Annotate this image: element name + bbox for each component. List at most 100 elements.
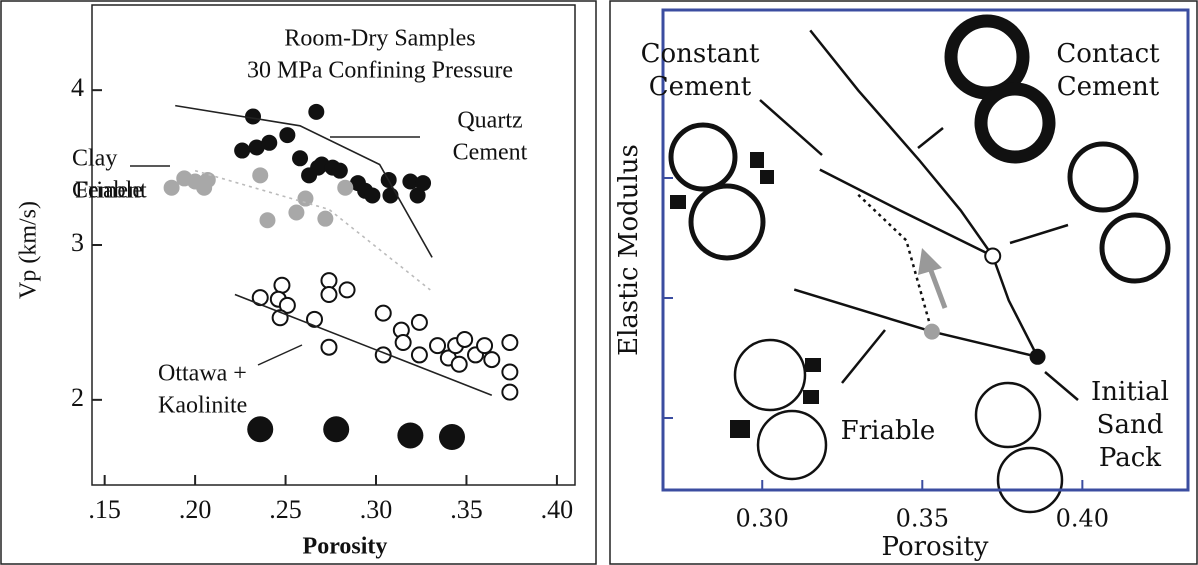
annotation: Initial bbox=[1091, 377, 1169, 407]
x-tick-label: .40 bbox=[541, 495, 574, 524]
x-tick-label: 0.35 bbox=[896, 505, 949, 533]
chart-panel: .15 .20 .25 .30 .35 .40 2 3 4 Porosity Vp (km/s) Ro… bbox=[16, 4, 576, 560]
chart-panel: 0.30 0.35 0.40 Porosity Elastic Modulus Const… bbox=[614, 8, 1190, 562]
plot-frame bbox=[661, 8, 1190, 492]
grain bbox=[756, 409, 828, 481]
y-axis-label: Vp (km/s) bbox=[16, 201, 42, 299]
annotation: Quartz bbox=[457, 108, 522, 134]
grain bbox=[996, 446, 1064, 514]
point bbox=[984, 247, 1002, 265]
point bbox=[320, 286, 338, 304]
x-tick-label: .25 bbox=[269, 495, 302, 524]
annotation: Constant bbox=[641, 39, 760, 69]
point bbox=[410, 313, 428, 331]
point bbox=[234, 142, 251, 159]
point bbox=[306, 310, 324, 328]
arrow-shaft bbox=[927, 267, 948, 309]
x-axis-label: Porosity bbox=[882, 532, 989, 562]
left-panel-frame bbox=[0, 0, 597, 565]
point bbox=[245, 108, 261, 125]
grain bbox=[974, 82, 1056, 164]
point bbox=[429, 337, 447, 355]
point bbox=[338, 281, 356, 299]
point bbox=[247, 416, 274, 443]
x-tick-label: .15 bbox=[88, 495, 121, 524]
curve bbox=[857, 193, 934, 332]
point bbox=[456, 330, 474, 348]
curve bbox=[809, 29, 1039, 358]
point bbox=[415, 175, 432, 192]
point bbox=[397, 422, 424, 449]
leader bbox=[1044, 371, 1079, 401]
point bbox=[410, 346, 428, 364]
annotation: 30 MPa Confining Pressure bbox=[247, 58, 513, 84]
curve bbox=[234, 293, 493, 396]
curve bbox=[819, 168, 994, 258]
point bbox=[320, 272, 338, 290]
grain bbox=[668, 122, 738, 192]
left-decor bbox=[130, 136, 420, 366]
x-tick-label: 0.40 bbox=[1056, 505, 1109, 533]
point bbox=[450, 355, 468, 373]
point bbox=[301, 167, 318, 184]
curve bbox=[175, 104, 433, 258]
point bbox=[501, 383, 519, 401]
leaders bbox=[759, 99, 1079, 401]
cement-blobs bbox=[670, 152, 821, 438]
annotation: Friable bbox=[75, 178, 143, 204]
point bbox=[252, 167, 269, 184]
point bbox=[288, 204, 305, 221]
annotation: Cement bbox=[72, 178, 147, 204]
annotation: Friable bbox=[841, 416, 936, 446]
point bbox=[337, 179, 354, 196]
annotation: Sand bbox=[1097, 410, 1164, 440]
point bbox=[402, 173, 419, 190]
point bbox=[248, 139, 265, 156]
grain bbox=[974, 381, 1042, 449]
x-tick-label: .30 bbox=[360, 495, 393, 524]
annotation: Pack bbox=[1099, 443, 1161, 473]
point bbox=[273, 276, 291, 294]
blob bbox=[805, 358, 821, 372]
point bbox=[364, 187, 381, 204]
point bbox=[923, 323, 940, 340]
point bbox=[320, 338, 338, 356]
y-axis-label: Elastic Modulus bbox=[614, 144, 644, 356]
point bbox=[501, 363, 519, 381]
x-tick-label: .35 bbox=[450, 495, 483, 524]
right-decor bbox=[668, 14, 1171, 514]
point bbox=[1029, 348, 1046, 365]
leader bbox=[257, 344, 303, 366]
point bbox=[323, 416, 350, 443]
blob bbox=[803, 390, 819, 404]
point bbox=[199, 171, 216, 188]
point bbox=[483, 351, 501, 369]
annotation: Kaolinite bbox=[158, 393, 247, 419]
curve bbox=[194, 169, 431, 291]
x-axis-label: Porosity bbox=[303, 534, 388, 560]
y-tick-label: 3 bbox=[71, 228, 84, 257]
x-tick-label: .20 bbox=[179, 495, 212, 524]
point bbox=[317, 210, 334, 227]
annotation: Ottawa + bbox=[158, 361, 247, 387]
y-tick-label: 4 bbox=[71, 73, 84, 102]
leader bbox=[759, 99, 823, 156]
annotation: Clay bbox=[72, 146, 117, 172]
annotation: Cement bbox=[1057, 72, 1160, 102]
point bbox=[278, 296, 296, 314]
right-panel-frame bbox=[609, 0, 1198, 565]
blob bbox=[750, 152, 764, 168]
blob bbox=[760, 170, 774, 184]
point bbox=[438, 424, 465, 450]
grain bbox=[944, 14, 1030, 100]
point bbox=[501, 334, 519, 352]
annotation: Room-Dry Samples bbox=[284, 26, 475, 52]
arrow-head bbox=[918, 248, 942, 275]
point bbox=[259, 212, 276, 229]
y-tick-label: 2 bbox=[71, 383, 84, 412]
leader bbox=[1009, 223, 1069, 245]
point bbox=[279, 127, 296, 144]
point bbox=[331, 162, 348, 179]
point bbox=[394, 334, 412, 352]
